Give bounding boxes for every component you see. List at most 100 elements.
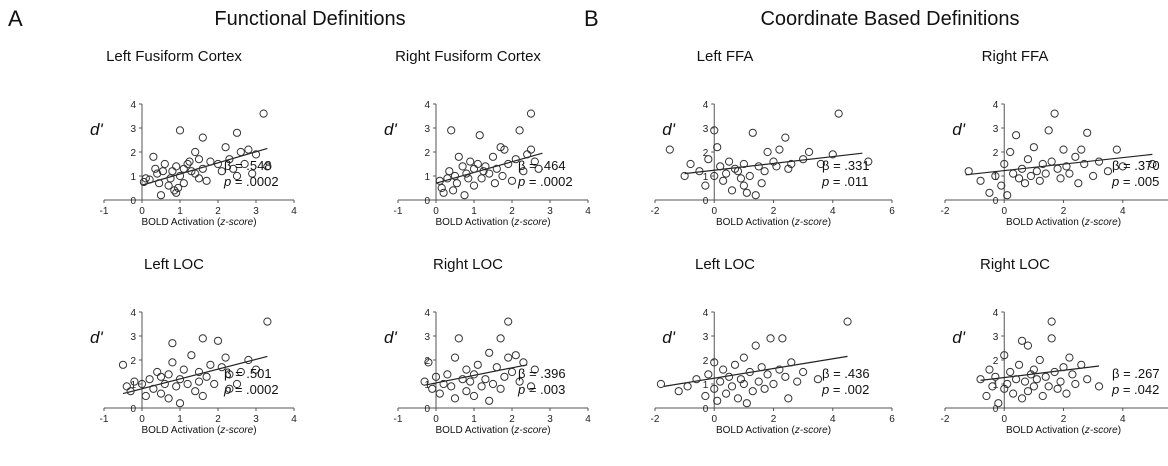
data-point [455, 335, 462, 342]
data-point [444, 371, 451, 378]
data-point [486, 397, 493, 404]
data-point [702, 182, 709, 189]
x-axis-label-prefix: BOLD Activation ( [716, 217, 795, 228]
data-point [161, 160, 168, 167]
data-point [195, 156, 202, 163]
data-point [169, 168, 176, 175]
data-point [1010, 390, 1017, 397]
data-point [150, 153, 157, 160]
x-tick-label: 2 [215, 414, 221, 425]
x-tick-label: -2 [941, 206, 950, 217]
p-value: = .0002 [231, 382, 278, 397]
data-point [1075, 180, 1082, 187]
x-tick-label: 2 [509, 206, 515, 217]
x-axis-label-italic: z-score [795, 425, 828, 436]
y-tick-label: 0 [130, 196, 136, 207]
data-point [211, 380, 218, 387]
x-tick-label: 4 [830, 414, 836, 425]
y-tick-label: 2 [703, 356, 709, 367]
x-tick-label: -2 [651, 206, 660, 217]
data-point [478, 383, 485, 390]
y-axis-label: d' [662, 328, 675, 348]
data-point [192, 148, 199, 155]
data-point [1060, 146, 1067, 153]
data-point [264, 318, 271, 325]
beta-value: β = .464 [518, 158, 573, 174]
y-tick-label: 0 [703, 404, 709, 415]
data-point [705, 156, 712, 163]
data-point [723, 390, 730, 397]
y-axis-label: d' [384, 120, 397, 140]
data-point [505, 318, 512, 325]
data-point [184, 380, 191, 387]
data-point [1045, 127, 1052, 134]
data-point [157, 192, 164, 199]
data-point [1007, 368, 1014, 375]
x-tick-label: 2 [1061, 206, 1067, 217]
x-tick-label: 0 [139, 414, 145, 425]
data-point [474, 361, 481, 368]
x-tick-label: 1 [177, 206, 183, 217]
p-value-line: p = .0002 [224, 382, 279, 398]
data-point [195, 175, 202, 182]
x-tick-label: -1 [394, 206, 403, 217]
data-point [1036, 177, 1043, 184]
beta-value: β = .267 [1112, 366, 1160, 382]
data-point [154, 368, 161, 375]
x-axis-label-prefix: BOLD Activation ( [1006, 217, 1085, 228]
data-point [476, 132, 483, 139]
data-point [1024, 156, 1031, 163]
data-point [814, 376, 821, 383]
x-tick-label: 2 [771, 414, 777, 425]
data-point [467, 158, 474, 165]
x-tick-label: 4 [291, 206, 297, 217]
p-value-line: p = .042 [1112, 382, 1160, 398]
data-point [478, 175, 485, 182]
data-point [1069, 371, 1076, 378]
data-point [684, 383, 691, 390]
data-point [1095, 158, 1102, 165]
data-point [1066, 354, 1073, 361]
x-tick-label: 4 [585, 206, 591, 217]
data-point [761, 385, 768, 392]
data-point [207, 361, 214, 368]
data-point [1051, 110, 1058, 117]
x-tick-label: 0 [1001, 414, 1007, 425]
y-axis-label: d' [662, 120, 675, 140]
data-point [986, 366, 993, 373]
data-point [1042, 170, 1049, 177]
y-tick-label: 4 [130, 100, 136, 111]
x-tick-label: 0 [711, 414, 717, 425]
x-axis-label: BOLD Activation (z-score) [644, 425, 904, 436]
data-point [461, 192, 468, 199]
data-point [470, 182, 477, 189]
data-point [199, 165, 206, 172]
data-point [527, 146, 534, 153]
data-point [1057, 378, 1064, 385]
data-point [835, 110, 842, 117]
data-point [1048, 318, 1055, 325]
x-axis-label: BOLD Activation (z-score) [363, 217, 623, 228]
x-axis-label-italic: z-score [1085, 425, 1118, 436]
data-point [157, 390, 164, 397]
data-point [169, 340, 176, 347]
data-point [785, 395, 792, 402]
data-point [451, 395, 458, 402]
data-point [512, 352, 519, 359]
data-point [486, 349, 493, 356]
data-point [527, 110, 534, 117]
beta-value: β = .396 [518, 366, 566, 382]
x-axis-label: BOLD Activation (z-score) [69, 425, 329, 436]
x-axis-label-prefix: BOLD Activation ( [1006, 425, 1085, 436]
x-tick-label: 2 [215, 206, 221, 217]
data-point [764, 148, 771, 155]
data-point [758, 364, 765, 371]
p-value: = .0002 [525, 174, 572, 189]
x-axis-label-suffix: ) [828, 217, 831, 228]
x-tick-label: 0 [139, 206, 145, 217]
data-point [657, 380, 664, 387]
data-point [977, 177, 984, 184]
